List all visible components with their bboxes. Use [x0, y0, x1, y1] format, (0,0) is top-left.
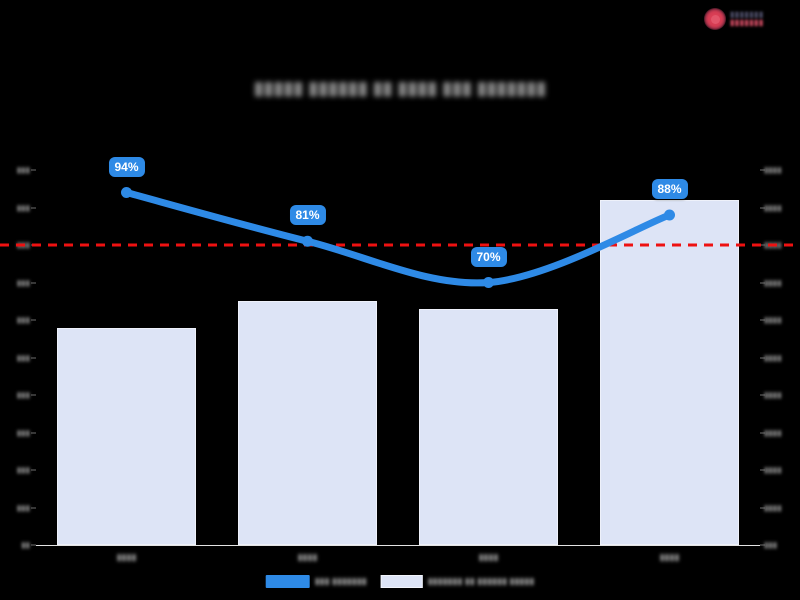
left-axis-tick-label: ▮▮▮: [16, 315, 30, 325]
left-axis-tick-mark: [31, 357, 36, 358]
legend-item-line[interactable]: ▮▮▮ ▮▮▮▮▮▮▮: [265, 575, 367, 588]
x-axis-category-label: ▮▮▮▮: [116, 552, 137, 562]
bar-column[interactable]: [418, 308, 559, 545]
right-axis-tick-label: ▮▮▮▮: [764, 353, 782, 362]
right-axis-tick-mark: [760, 319, 765, 321]
bar-column[interactable]: [237, 301, 378, 545]
line-series-svg: [0, 187, 796, 288]
left-axis-tick-label: ▮▮▮: [16, 353, 30, 362]
left-axis-tick-mark: [31, 282, 36, 283]
right-axis-tick-label: ▮▮▮▮: [764, 465, 782, 475]
right-axis-tick-mark: [760, 169, 765, 171]
x-axis-category-label: ▮▮▮▮: [659, 552, 680, 562]
right-axis-tick-label: ▮▮▮: [764, 540, 778, 550]
data-label: 88%: [651, 179, 688, 199]
right-axis-tick-mark: [760, 357, 765, 358]
line-data-point[interactable]: [664, 209, 675, 221]
y-axis-left: ▮▮▮ ▮▮▮ ▮▮▮ ▮▮▮ ▮▮▮ ▮▮▮ ▮▮▮ ▮▮▮ ▮▮▮ ▮▮▮ ▮▮: [0, 166, 36, 550]
legend-item-bar[interactable]: ▮▮▮▮▮▮▮ ▮▮ ▮▮▮▮▮▮ ▮▮▮▮▮: [380, 575, 535, 588]
right-axis-tick-mark: [760, 244, 765, 246]
left-axis-tick-label: ▮▮: [21, 540, 30, 550]
data-label: 81%: [289, 205, 326, 226]
x-axis-line: [36, 545, 760, 546]
legend-label-bar: ▮▮▮▮▮▮▮ ▮▮ ▮▮▮▮▮▮ ▮▮▮▮▮: [427, 576, 535, 586]
plot-area: 94% 81% 70% 88%: [0, 156, 796, 545]
x-axis-category-label: ▮▮▮▮: [297, 552, 318, 562]
line-data-point[interactable]: [483, 277, 494, 288]
data-label: 94%: [108, 156, 145, 177]
bar-column[interactable]: [56, 327, 197, 545]
left-axis-tick-label: ▮▮▮: [16, 465, 30, 475]
legend-label-line: ▮▮▮ ▮▮▮▮▮▮▮: [314, 576, 367, 586]
right-axis-tick-label: ▮▮▮▮: [764, 315, 782, 325]
bar-column[interactable]: [599, 200, 740, 545]
left-axis-tick-label: ▮▮▮: [16, 390, 30, 400]
right-axis-tick-label: ▮▮▮▮: [764, 390, 782, 400]
right-axis-tick-mark: [760, 469, 765, 471]
right-axis-tick-mark: [760, 394, 765, 396]
left-axis-tick-mark: [31, 207, 36, 208]
x-axis-category-label: ▮▮▮▮: [478, 552, 499, 562]
left-axis-tick-label: ▮▮▮: [16, 203, 30, 212]
right-axis-tick-label: ▮▮▮▮: [764, 278, 782, 287]
x-axis-labels: ▮▮▮▮ ▮▮▮▮ ▮▮▮▮ ▮▮▮▮: [36, 549, 760, 567]
right-axis-tick-mark: [760, 207, 765, 208]
logo-wordmark: ▮▮▮▮▮▮▮ ▮▮▮▮▮▮▮: [730, 9, 764, 28]
left-axis-tick-mark: [31, 169, 36, 171]
left-axis-tick-label: ▮▮▮: [16, 503, 30, 512]
right-axis-tick-mark: [760, 282, 765, 283]
left-axis-tick-label: ▮▮▮: [16, 278, 30, 287]
logo-line-1: ▮▮▮▮▮▮▮: [730, 9, 764, 19]
right-axis-tick-mark: [760, 507, 765, 508]
right-axis-tick-label: ▮▮▮▮: [764, 165, 782, 175]
left-axis-tick-mark: [31, 394, 36, 396]
right-axis-tick-mark: [760, 544, 765, 546]
left-axis-tick-mark: [31, 432, 36, 433]
left-axis-tick-mark: [31, 319, 36, 321]
logo-line-2: ▮▮▮▮▮▮▮: [730, 18, 764, 27]
right-axis-tick-label: ▮▮▮▮: [764, 428, 782, 437]
brand-logo: ▮▮▮▮▮▮▮ ▮▮▮▮▮▮▮: [704, 4, 792, 34]
left-axis-tick-label: ▮▮▮: [16, 165, 30, 175]
line-data-point[interactable]: [121, 187, 132, 198]
line-series-path: [123, 189, 673, 287]
line-series-markers: [121, 187, 675, 288]
y-axis-right: ▮▮▮▮ ▮▮▮▮ ▮▮▮▮ ▮▮▮▮ ▮▮▮▮ ▮▮▮▮ ▮▮▮▮ ▮▮▮▮ ▮▮▮▮ ▮▮▮▮…: [760, 166, 796, 550]
legend-swatch-bar-icon: [380, 575, 423, 588]
chart-title: ▮▮▮▮▮ ▮▮▮▮▮▮ ▮▮ ▮▮▮▮ ▮▮▮ ▮▮▮▮▮▮▮: [253, 78, 547, 98]
line-data-point[interactable]: [302, 235, 313, 247]
legend-swatch-line-icon: [265, 575, 310, 588]
left-axis-tick-mark: [31, 469, 36, 471]
left-axis-tick-mark: [31, 544, 36, 546]
right-axis-tick-label: ▮▮▮▮: [764, 503, 782, 512]
left-axis-tick-label: ▮▮▮: [16, 428, 30, 437]
left-axis-tick-mark: [31, 507, 36, 508]
right-axis-tick-mark: [760, 432, 765, 433]
logo-mark-icon: [704, 8, 726, 30]
right-axis-tick-label: ▮▮▮▮: [764, 203, 782, 212]
chart-legend[interactable]: ▮▮▮ ▮▮▮▮▮▮▮ ▮▮▮▮▮▮▮ ▮▮ ▮▮▮▮▮▮ ▮▮▮▮▮: [258, 571, 543, 592]
data-label: 70%: [470, 246, 507, 267]
